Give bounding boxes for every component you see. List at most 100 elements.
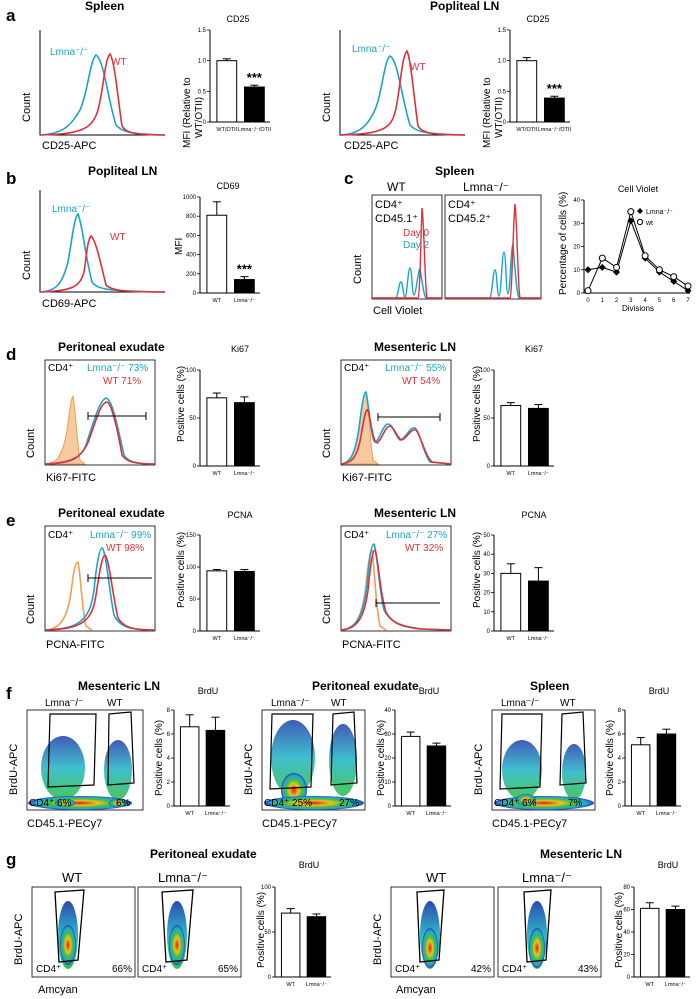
panel-label-b: b [6,169,16,188]
lmna-label: Lmna⁻/⁻ [52,204,90,215]
category-label: Lmna⁻/⁻ [656,811,677,817]
wt-header: WT [426,870,446,885]
bar-lmna [205,729,226,807]
histogram-cd25-spleen: Lmna⁻/⁻ WT CD25-APC Count [21,30,166,152]
chart-title: BrdU [419,686,440,696]
title-mesenteric: Mesenteric LN [374,506,456,520]
cd4-label: CD4⁺ [142,964,167,975]
y-tick-label: 0 [193,291,197,297]
y-tick-label: 0 [487,629,491,635]
pct: 43% [578,964,598,975]
y-tick-label: 100 [261,885,272,891]
bar-lmna [244,86,265,123]
bar-wt [216,60,238,123]
wt-curve [39,234,166,293]
lmna-label: Lmna⁻/⁻ [352,44,390,55]
wt-curve [339,49,466,136]
y-tick-label: 50 [189,597,196,603]
x-axis-label: Amcyan [38,984,78,996]
wt-curve [39,52,166,136]
y-tick-label: 0.5 [198,89,207,95]
y-tick-label: 0 [577,291,581,297]
category-label: WT [213,298,222,304]
bar-chart-g2: 0 20 40 60 80 BrdU WT Lmna⁻/⁻ [623,860,690,988]
cd4-label: CD4⁺ [375,199,403,211]
lmna-point [598,263,606,271]
day0-curve [372,207,442,299]
bar-chart-d1: 0 50 100 Ki67 WT Lmna⁻/⁻ [186,344,260,477]
title-mesenteric: Mesenteric LN [374,340,456,354]
x-axis-label: Amcyan [396,984,436,996]
y-tick-label: 2 [618,780,622,786]
bar-y-label: Positive cells (%) [256,892,267,968]
chart-title: CD25 [226,14,249,24]
category-label: Lmna⁻/⁻ [306,982,327,988]
bar-wt [516,60,538,123]
y-tick-label: 0 [167,804,171,810]
day2-label: Day 2 [403,240,430,251]
lmna-header: Lmna⁻/⁻ [463,180,509,194]
wt-pct: 27% [339,798,359,809]
bar-wt [630,744,651,807]
y-tick-label: 2 [167,780,171,786]
chart-title: Ki67 [231,344,249,354]
y-tick-label: 0 [268,975,272,981]
cd4-pct: CD4⁺ 6% [29,798,72,809]
gate-lmna-label: Lmna⁻/⁻ [45,698,83,709]
gate-lmna-label: Lmna⁻/⁻ [501,698,539,709]
panel-d: Peritoneal exudate Mesenteric LN CD4⁺ Lm… [25,340,483,484]
category-label: Lmna⁻/⁻ [528,636,549,642]
bar-y-label: Positive cells (%) [605,720,616,796]
category-label: Lmna⁻/⁻ [234,636,255,642]
y-axis-label: Count [352,255,364,284]
day0-curve [445,203,541,299]
bar-wt [179,726,200,807]
y-tick-label: 10 [384,780,391,786]
title-spleen: Spleen [85,0,124,13]
dotplot-g1: WT CD4⁺ 66% [31,870,136,978]
panel-a: Spleen Popliteal LN Lmna⁻/⁻ WT CD25-APC … [21,0,505,152]
y-tick-label: 1000 [183,195,197,201]
category-label: Lmna⁻/⁻ [665,982,686,988]
y-tick-label: 1.0 [198,59,207,65]
y-tick-label: 4 [618,756,622,762]
x-tick-label: 5 [658,298,662,304]
cd4-pct: CD4⁺ 6% [494,798,537,809]
y-axis-label: Count [21,251,33,280]
y-tick-label: 0 [503,120,507,126]
chart-title: PCNA [227,510,252,520]
wt-pct: 7% [568,798,583,809]
wt-plot-frame [371,194,443,300]
wt-point [670,273,678,281]
dotplot-mesenteric: Lmna⁻/⁻ WT CD4⁺ 6% 6% CD45.1-PECy7 BrdU-… [8,698,144,830]
wt-label: WT [110,232,126,243]
x-tick-label: 4 [643,298,647,304]
bar-chart-a2: 0 0.5 1.0 1.5 CD25 WT/OTII Lmna⁻/⁻/OTII *** [498,14,572,133]
bar-wt [400,735,421,807]
significance-stars: *** [547,81,563,96]
cd4-label: CD4⁺ [48,530,73,541]
wt-curve [340,549,452,631]
wt-point [684,282,692,290]
x-tick-label: 6 [672,298,676,304]
bar-wt [280,912,301,978]
category-label: WT [645,982,654,988]
panel-g: Peritoneal exudate Mesenteric LN WT CD4⁺… [13,847,625,996]
y-tick-label: 20 [573,245,580,251]
bar-y-label: Positive cells (%) [376,720,387,796]
category-label: Lmna⁻/⁻ [205,811,226,817]
cd4-label: CD4⁺ [448,199,476,211]
x-axis-label: CD25-APC [344,140,398,152]
panel-label-c: c [344,169,353,188]
wt-point [627,208,635,216]
bar-lmna [544,97,565,123]
title-mesenteric: Mesenteric LN [540,847,622,861]
category-label: Lmna⁻/⁻/OTII [238,127,272,133]
category-label: Lmna⁻/⁻ [528,471,549,477]
y-tick-label: 0 [618,804,622,810]
wt-pct: WT 54% [402,376,440,387]
y-axis-label: BrdU-APC [473,744,485,795]
y-tick-label: 8 [167,708,171,714]
